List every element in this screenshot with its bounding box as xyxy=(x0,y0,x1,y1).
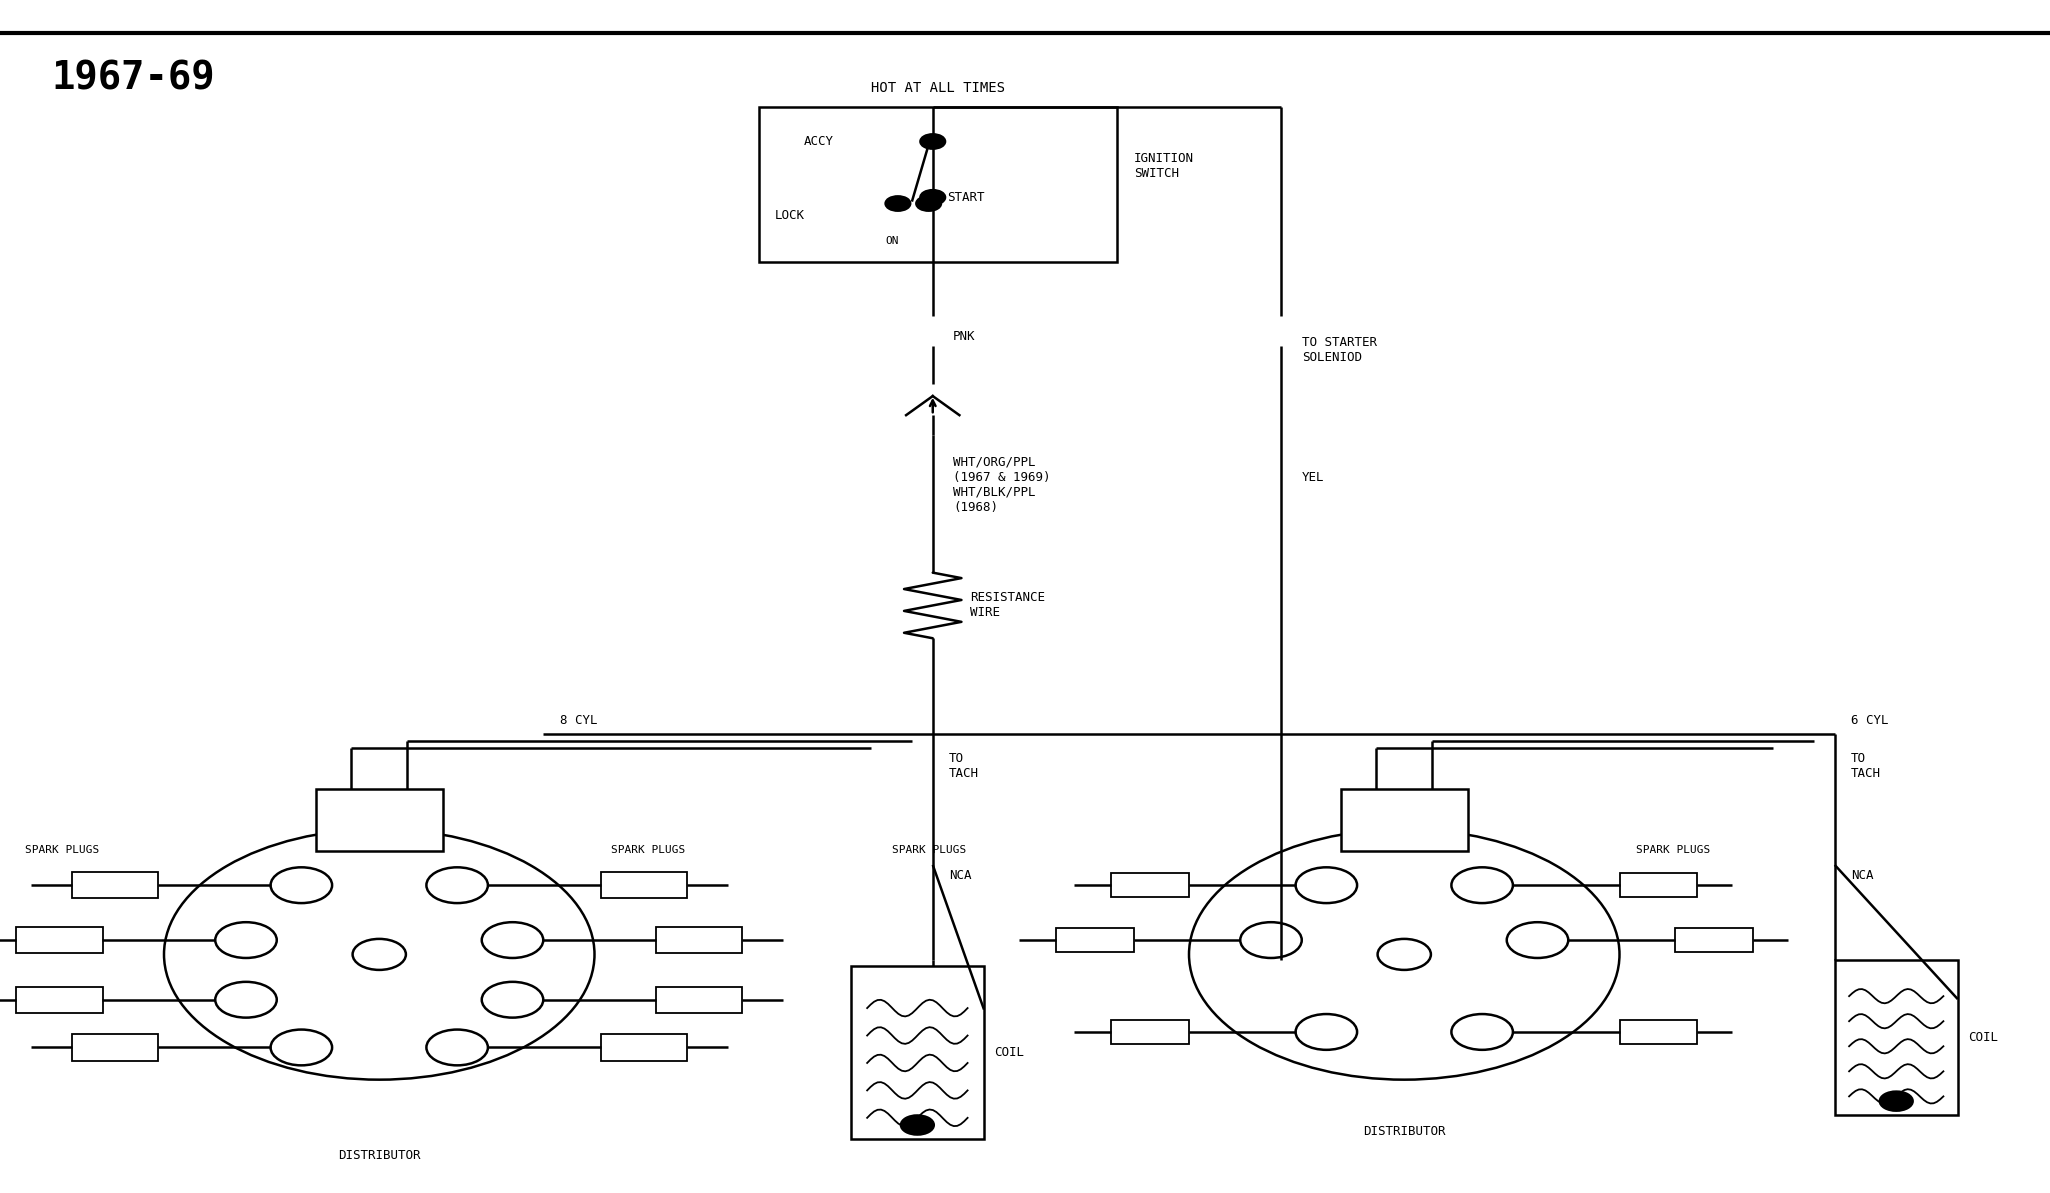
Circle shape xyxy=(271,1030,332,1065)
Circle shape xyxy=(482,922,543,958)
Text: TO
TACH: TO TACH xyxy=(1851,752,1882,779)
Bar xyxy=(1056,928,1134,952)
Circle shape xyxy=(215,982,277,1018)
Circle shape xyxy=(1296,1014,1357,1050)
Bar xyxy=(16,987,102,1013)
Circle shape xyxy=(271,867,332,903)
Circle shape xyxy=(164,829,594,1080)
Circle shape xyxy=(920,190,945,204)
Circle shape xyxy=(1189,829,1620,1080)
Bar xyxy=(1620,873,1697,897)
Bar xyxy=(16,927,102,953)
Text: ACCY: ACCY xyxy=(804,135,834,148)
Circle shape xyxy=(1880,1092,1913,1111)
Text: LOCK: LOCK xyxy=(775,210,806,222)
Circle shape xyxy=(886,197,910,211)
Bar xyxy=(656,927,742,953)
Text: 1967-69: 1967-69 xyxy=(51,60,215,98)
Text: COIL: COIL xyxy=(1968,1032,1999,1044)
Bar xyxy=(316,789,443,851)
Circle shape xyxy=(426,1030,488,1065)
Text: SPARK PLUGS: SPARK PLUGS xyxy=(25,845,98,855)
Bar xyxy=(72,1034,158,1061)
Circle shape xyxy=(353,939,406,970)
Circle shape xyxy=(426,867,488,903)
Text: ON: ON xyxy=(886,236,900,246)
Text: DISTRIBUTOR: DISTRIBUTOR xyxy=(1363,1125,1445,1138)
Circle shape xyxy=(1507,922,1568,958)
Text: SPARK PLUGS: SPARK PLUGS xyxy=(1636,845,1710,855)
Text: HOT AT ALL TIMES: HOT AT ALL TIMES xyxy=(871,81,1004,95)
Bar xyxy=(758,107,1117,262)
Bar xyxy=(656,987,742,1013)
Bar xyxy=(1675,928,1753,952)
Bar xyxy=(1111,1020,1189,1044)
Circle shape xyxy=(1378,939,1431,970)
Text: TO
TACH: TO TACH xyxy=(949,752,980,779)
Circle shape xyxy=(1240,922,1302,958)
Text: 6 CYL: 6 CYL xyxy=(1851,715,1888,728)
Bar xyxy=(851,966,984,1139)
Text: NCA: NCA xyxy=(1851,869,1874,882)
Text: YEL: YEL xyxy=(1302,471,1324,483)
Text: PNK: PNK xyxy=(953,330,976,342)
Circle shape xyxy=(1296,867,1357,903)
Text: NCA: NCA xyxy=(949,869,972,882)
Circle shape xyxy=(1451,1014,1513,1050)
Bar xyxy=(1111,873,1189,897)
Text: WHT/ORG/PPL
(1967 & 1969)
WHT/BLK/PPL
(1968): WHT/ORG/PPL (1967 & 1969) WHT/BLK/PPL (1… xyxy=(953,456,1052,514)
Circle shape xyxy=(215,922,277,958)
Text: RESISTANCE
WIRE: RESISTANCE WIRE xyxy=(970,592,1046,619)
Circle shape xyxy=(482,982,543,1018)
Text: TO STARTER
SOLENIOD: TO STARTER SOLENIOD xyxy=(1302,336,1378,364)
Circle shape xyxy=(920,135,945,149)
Bar xyxy=(1620,1020,1697,1044)
Bar xyxy=(72,872,158,898)
Bar xyxy=(601,872,687,898)
Text: COIL: COIL xyxy=(994,1046,1025,1059)
Bar xyxy=(1341,789,1468,851)
Circle shape xyxy=(916,197,941,211)
Text: 8 CYL: 8 CYL xyxy=(560,715,597,728)
Circle shape xyxy=(1451,867,1513,903)
Circle shape xyxy=(902,1115,935,1135)
Text: IGNITION
SWITCH: IGNITION SWITCH xyxy=(1134,153,1193,180)
Text: SPARK PLUGS: SPARK PLUGS xyxy=(892,845,966,855)
Text: DISTRIBUTOR: DISTRIBUTOR xyxy=(338,1149,420,1162)
Text: SPARK PLUGS: SPARK PLUGS xyxy=(611,845,685,855)
Bar xyxy=(601,1034,687,1061)
Text: START: START xyxy=(947,191,984,204)
Bar xyxy=(1835,960,1958,1115)
